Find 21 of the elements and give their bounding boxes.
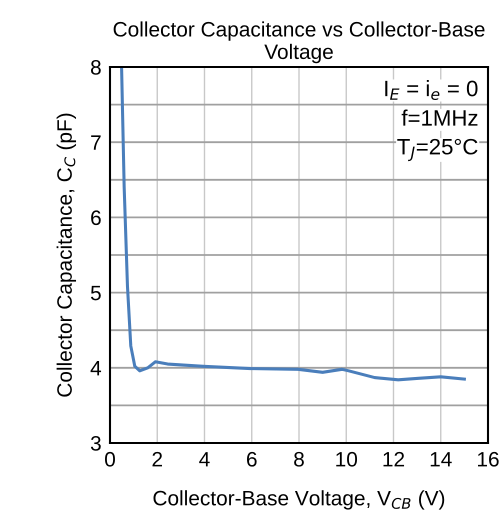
y-tick-label: 4 [90, 361, 102, 376]
annotation: I$_{E}$ = i$_{e}$ = 0 [385, 80, 478, 100]
x-tick-label: 14 [430, 452, 452, 466]
y-axis-title: Collector Capacitance, C$_{C}$ (pF) [56, 114, 76, 397]
x-tick-label: 2 [152, 452, 162, 466]
x-tick-label: 4 [199, 452, 210, 466]
y-tick-label: 8 [90, 60, 101, 75]
y-tick-label: 3 [90, 436, 101, 451]
x-tick-label: 10 [336, 452, 358, 467]
annotation: f=1MHz [402, 110, 478, 126]
x-tick-label: 16 [478, 452, 499, 467]
y-tick-label: 7 [91, 135, 101, 150]
annotation: T$_{J}$=25°C [397, 138, 478, 162]
x-tick-label: 12 [384, 452, 404, 466]
x-axis-title: Collector-Base Voltage, V$_{CB}$ (V) [153, 490, 444, 510]
y-tick-label: 5 [90, 286, 101, 300]
x-tick-label: 6 [247, 452, 257, 467]
chart-title: Collector Capacitance vs Collector-Base Voltage [114, 21, 485, 64]
x-tick-label: 0 [105, 452, 115, 467]
y-tick-label: 6 [91, 210, 101, 226]
x-tick-label: 8 [294, 452, 304, 467]
